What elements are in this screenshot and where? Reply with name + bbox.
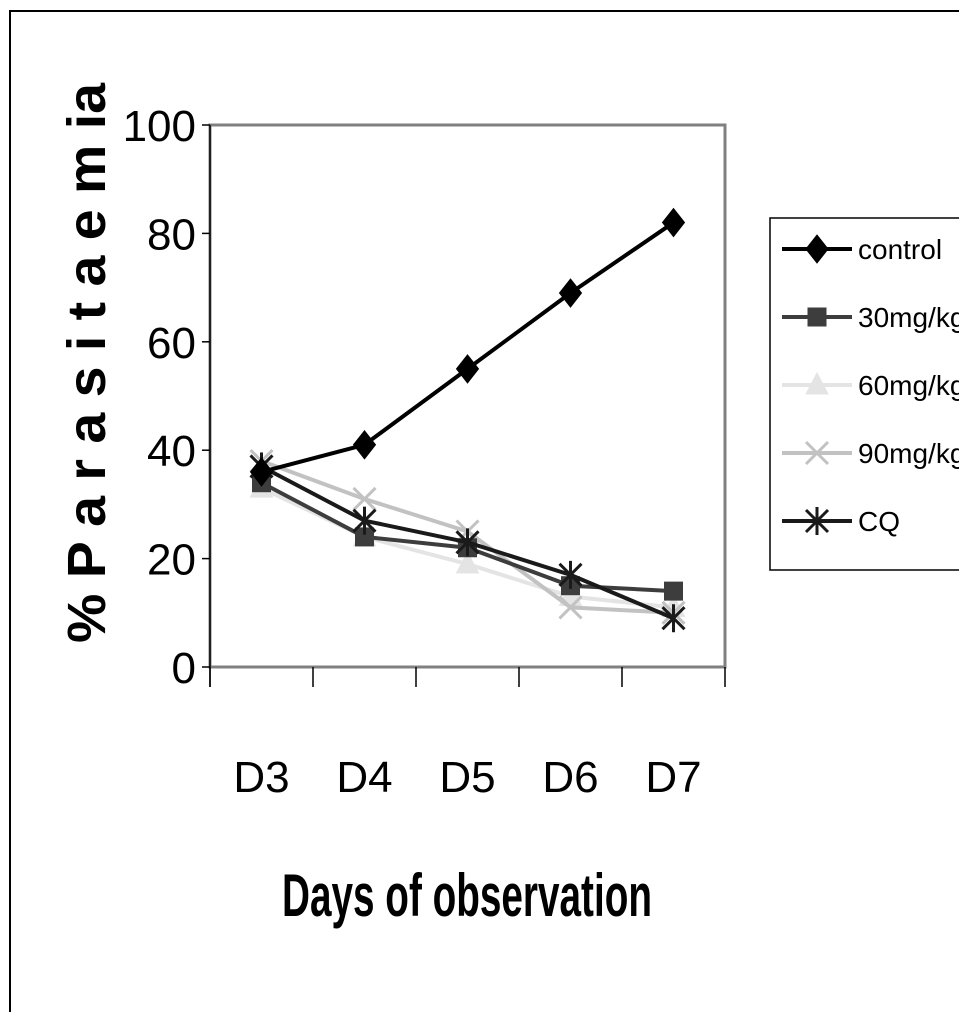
- y-tick-label: 0: [172, 644, 196, 693]
- legend-marker: [807, 307, 827, 327]
- data-point: [455, 354, 480, 384]
- legend-label: 60mg/kg: [858, 370, 959, 401]
- x-tick-label: D3: [233, 753, 289, 802]
- legend-item: 30mg/kg: [782, 302, 959, 333]
- x-tick-label: D5: [439, 753, 495, 802]
- x-axis-title: Days of observation: [282, 862, 652, 929]
- y-tick-label: 80: [147, 210, 196, 259]
- legend-marker: [804, 440, 830, 466]
- legend-marker: [804, 507, 830, 535]
- y-tick-label: 100: [123, 102, 196, 151]
- y-tick-label: 20: [147, 536, 196, 585]
- plot-area: [208, 123, 727, 669]
- data-point: [352, 506, 377, 535]
- data-point: [455, 528, 480, 557]
- x-tick-label: D4: [336, 753, 392, 802]
- data-point: [664, 581, 683, 601]
- legend-item: CQ: [782, 506, 900, 537]
- legend-marker: [805, 234, 829, 264]
- data-point: [455, 550, 480, 574]
- legend-label: 30mg/kg: [858, 302, 959, 333]
- data-point: [249, 457, 274, 487]
- y-axis-title: % P a r a s i t a e m ia: [57, 82, 117, 643]
- data-point: [558, 560, 583, 589]
- data-point: [661, 604, 686, 633]
- legend: control 30mg/kg 60mg/kg 90mg/kg CQ: [769, 217, 959, 571]
- data-point: [558, 595, 583, 620]
- legend-marker: [805, 371, 829, 395]
- marker-stroke: [804, 440, 830, 466]
- legend-label: CQ: [858, 506, 900, 537]
- legend-item: control: [782, 234, 942, 265]
- data-point: [558, 278, 583, 308]
- x-tick-label: D7: [645, 753, 701, 802]
- legend-label: 90mg/kg: [858, 438, 959, 469]
- x-tick-label: D6: [542, 753, 598, 802]
- legend-box: [769, 217, 959, 571]
- data-point: [352, 486, 377, 512]
- y-tick-label: 40: [147, 427, 196, 476]
- data-point: [352, 429, 377, 460]
- y-tick-label: 60: [147, 319, 196, 368]
- marker-stroke: [352, 486, 377, 512]
- legend-label: control: [858, 234, 942, 265]
- data-point: [661, 207, 686, 238]
- legend-item: 90mg/kg: [782, 438, 959, 469]
- marker-stroke: [558, 595, 583, 620]
- series-control: [249, 207, 686, 487]
- legend-item: 60mg/kg: [782, 370, 959, 401]
